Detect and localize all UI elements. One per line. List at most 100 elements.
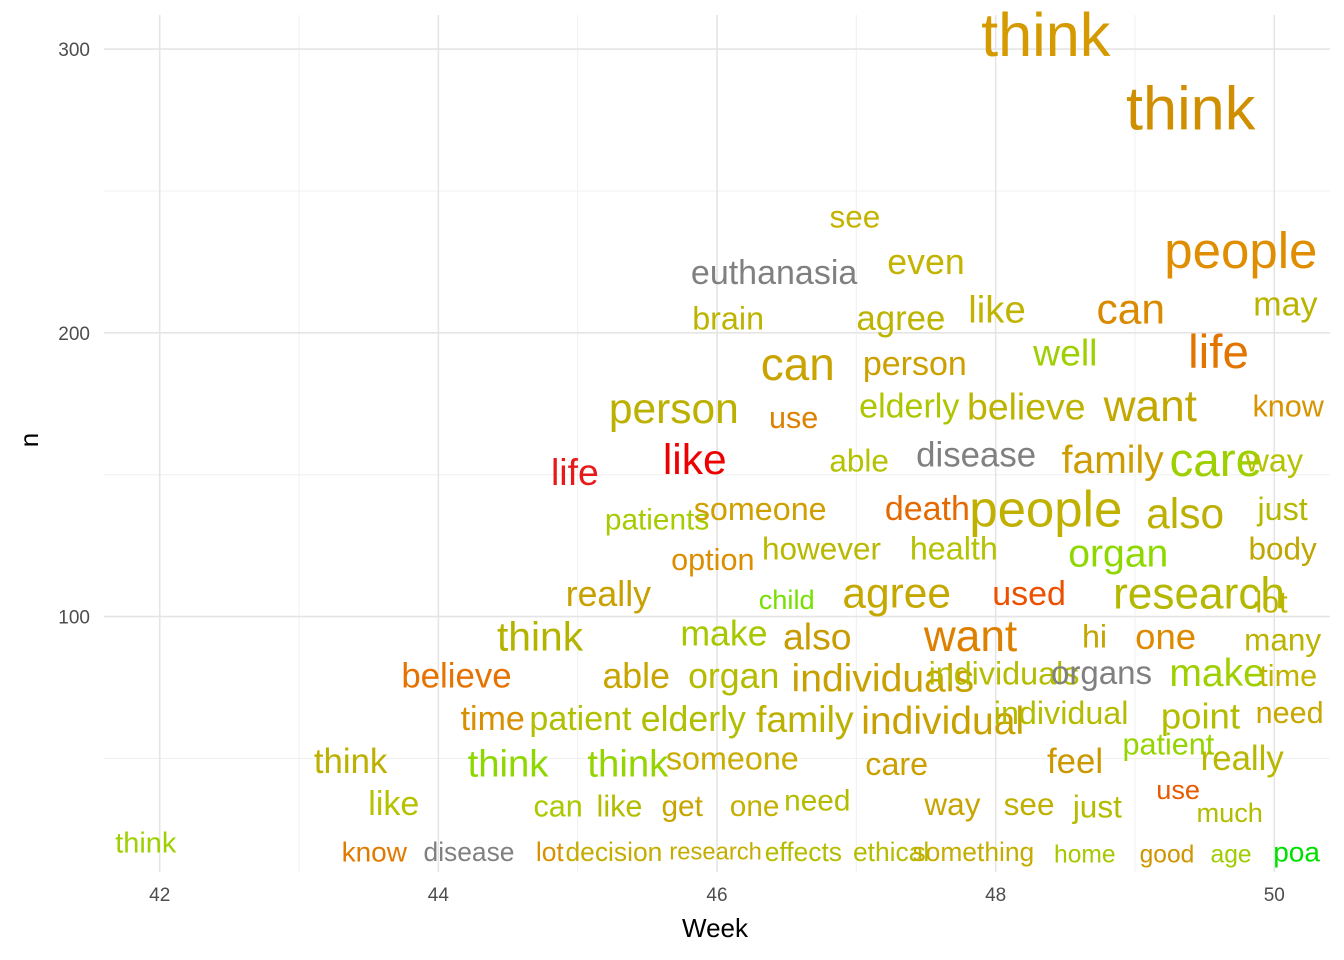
word-label: make — [1169, 652, 1265, 695]
word-label: person — [609, 386, 739, 433]
word-label: way — [923, 786, 980, 822]
word-label: one — [730, 790, 780, 823]
word-label: time — [1259, 659, 1317, 693]
word-label: used — [992, 575, 1066, 613]
word-label: can — [761, 338, 835, 390]
word-label: care — [865, 746, 928, 782]
word-label: people — [969, 480, 1122, 537]
word-label: child — [759, 584, 815, 615]
word-label: elderly — [859, 388, 959, 426]
word-label: one — [1135, 616, 1196, 657]
word-label: think — [314, 742, 388, 781]
word-label: family — [1062, 439, 1165, 482]
word-label: patient — [529, 700, 632, 738]
x-tick-label: 48 — [985, 885, 1006, 906]
y-tick-label: 300 — [58, 40, 90, 61]
word-label: individual — [861, 700, 1024, 743]
word-label: good — [1140, 841, 1195, 868]
word-label: like — [368, 785, 419, 823]
word-label: want — [1103, 382, 1197, 431]
x-tick-label: 50 — [1264, 885, 1285, 906]
word-label: time — [461, 700, 525, 738]
word-label: organ — [688, 656, 779, 696]
word-label: want — [923, 612, 1017, 661]
word-label: home — [1054, 841, 1116, 868]
word-label: organs — [1051, 655, 1152, 692]
word-label: like — [663, 437, 727, 484]
word-label: patient — [1122, 727, 1214, 761]
word-label: someone — [666, 740, 799, 776]
word-label: even — [887, 242, 964, 282]
word-label: also — [783, 615, 852, 657]
x-axis-ticks: 42 44 46 48 50 — [149, 885, 1285, 906]
word-label: well — [1032, 332, 1097, 374]
word-label: research — [1113, 569, 1285, 618]
word-label: think — [1126, 75, 1256, 143]
word-label: believe — [401, 657, 511, 696]
word-label: individuals — [929, 655, 1080, 691]
y-axis-title: n — [14, 433, 44, 447]
word-label: lot — [1255, 585, 1288, 619]
grid-lines — [104, 15, 1330, 872]
word-label: like — [597, 790, 643, 824]
word-label: see — [1004, 786, 1055, 822]
x-tick-label: 46 — [706, 885, 727, 906]
word-label: lot — [536, 837, 565, 867]
word-label: hi — [1082, 618, 1107, 654]
word-label: agree — [842, 570, 951, 617]
word-label: able — [602, 656, 669, 696]
word-label: poa — [1273, 837, 1320, 868]
word-label: organ — [1068, 533, 1168, 576]
word-label: need — [784, 785, 850, 818]
word-label: disease — [916, 435, 1036, 474]
word-label: feel — [1047, 742, 1103, 781]
word-label: health — [910, 530, 998, 566]
x-axis-title: Week — [682, 913, 749, 943]
word-label: think — [587, 743, 669, 786]
word-label: elderly — [641, 699, 746, 739]
word-label: death — [885, 490, 970, 528]
word-label: family — [756, 698, 854, 740]
word-label: patients — [605, 504, 709, 537]
word-label: can — [534, 790, 583, 824]
word-label: people — [1164, 222, 1317, 279]
word-label: research — [669, 839, 762, 866]
word-label: decision — [565, 837, 662, 867]
word-label: think — [497, 613, 584, 659]
word-label: just — [1072, 789, 1122, 825]
word-label: know — [1252, 390, 1324, 424]
word-label: brain — [692, 301, 764, 337]
word-label: something — [912, 837, 1034, 867]
word-label: agree — [856, 299, 945, 338]
word-label: individual — [994, 695, 1129, 731]
word-label: many — [1244, 621, 1321, 657]
word-label: body — [1248, 530, 1317, 566]
word-label: think — [115, 828, 177, 860]
word-label: however — [762, 530, 881, 566]
word-label: point — [1161, 695, 1240, 736]
word-label: really — [566, 574, 651, 614]
y-tick-label: 200 — [58, 324, 90, 345]
word-label: see — [830, 198, 881, 234]
word-label: think — [981, 1, 1111, 69]
word-label: think — [468, 743, 550, 786]
word-label: really — [1201, 739, 1285, 778]
word-label: life — [551, 451, 599, 493]
word-label: able — [829, 443, 889, 479]
word-label: age — [1211, 841, 1252, 868]
word-label: can — [1097, 287, 1166, 334]
word-label: effects — [765, 837, 842, 867]
word-label: ethical — [853, 837, 929, 867]
word-label: use — [1156, 774, 1200, 805]
word-label: like — [968, 289, 1025, 332]
word-label: euthanasia — [691, 254, 857, 292]
word-label: believe — [967, 386, 1086, 428]
word-label: just — [1256, 491, 1307, 527]
word-label: use — [769, 401, 818, 435]
word-label: get — [661, 790, 703, 823]
word-label: may — [1253, 285, 1317, 323]
word-label: life — [1188, 326, 1249, 379]
word-label: someone — [694, 491, 827, 527]
